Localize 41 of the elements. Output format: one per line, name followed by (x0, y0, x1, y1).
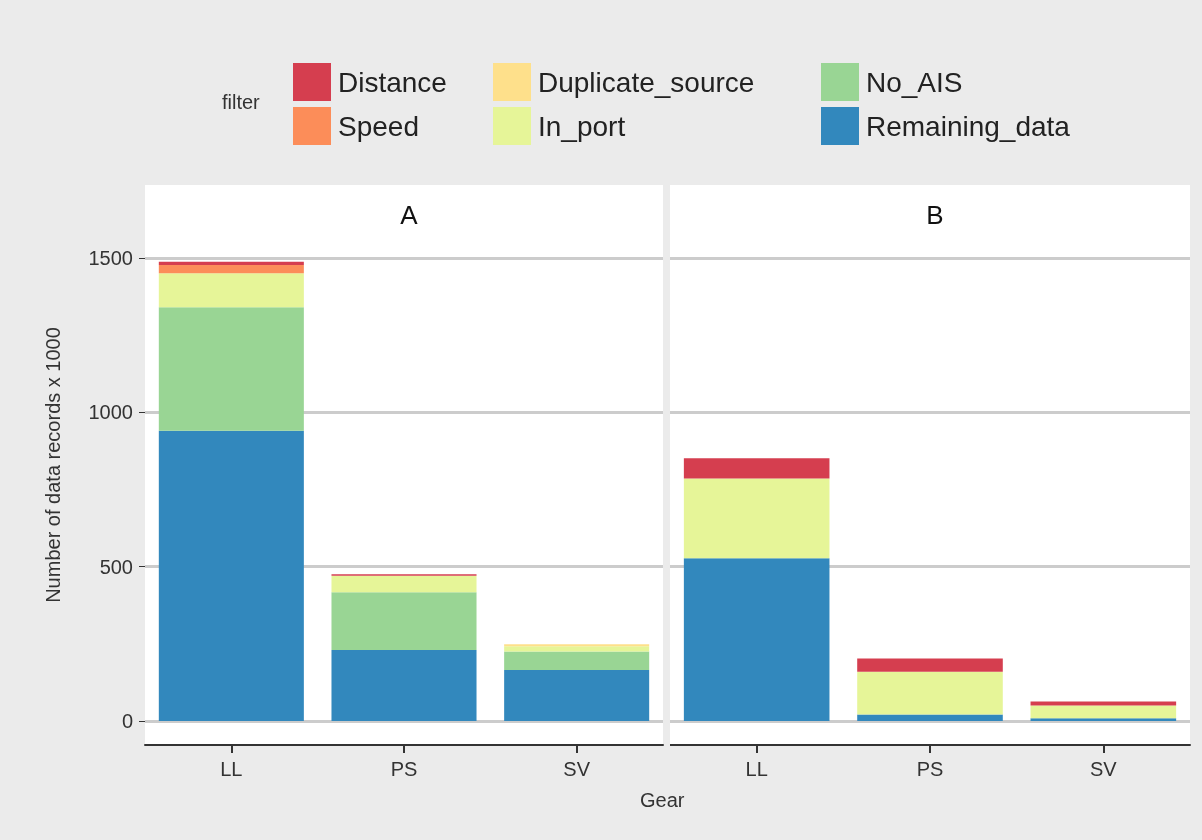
x-tick-label: PS (390, 758, 418, 780)
legend-label: Remaining_data (866, 110, 1071, 142)
bar (683, 478, 830, 559)
y-tick-label: 500 (99, 555, 133, 578)
bar (331, 649, 477, 721)
bar (331, 575, 477, 593)
bar (1030, 701, 1177, 706)
legend-label: Speed (338, 110, 419, 142)
y-axis-title: Number of data records x 1000 (42, 327, 64, 603)
bar (158, 307, 304, 431)
bar (1030, 705, 1177, 719)
x-tick-label: PS (916, 758, 944, 780)
legend-title: filter (222, 91, 261, 113)
x-tick-label: SV (1089, 758, 1118, 780)
x-tick-label: LL (220, 758, 243, 780)
x-tick-label: SV (563, 758, 591, 780)
bar (857, 671, 1003, 715)
bar (158, 264, 304, 274)
y-tick-label: 1500 (88, 246, 133, 269)
bar (158, 430, 304, 721)
y-tick-label: 0 (121, 709, 133, 732)
legend-label: Distance (338, 66, 447, 98)
bar (1030, 718, 1177, 721)
text: B (926, 200, 944, 230)
legend-label: Duplicate_source (538, 66, 755, 98)
bar (504, 646, 650, 652)
bar (683, 458, 830, 479)
y-tick-label: 1000 (88, 401, 133, 424)
bar (504, 669, 650, 721)
bar (504, 651, 650, 670)
bar (857, 658, 1003, 672)
x-tick-label: LL (745, 758, 768, 780)
bar (683, 558, 830, 721)
legend-label: No_AIS (866, 66, 963, 98)
bar (331, 592, 477, 650)
text: A (400, 200, 419, 230)
bar (857, 714, 1003, 721)
bar (158, 261, 304, 265)
x-axis-title: Gear (640, 789, 685, 811)
legend-label: In_port (538, 110, 626, 142)
bar (158, 273, 304, 308)
